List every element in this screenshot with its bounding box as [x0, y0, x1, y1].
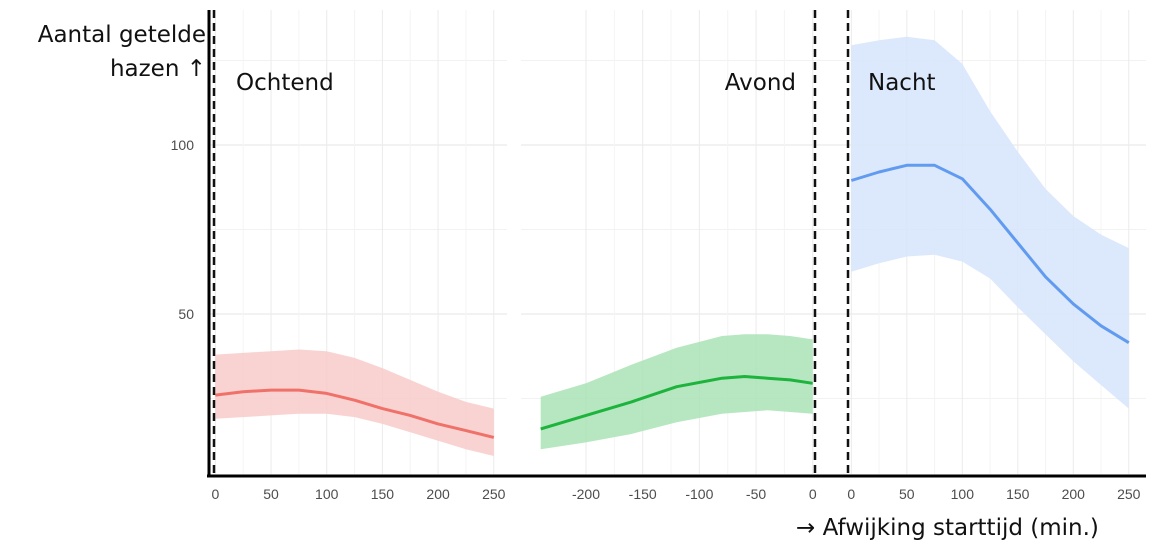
panel-label-ochtend: Ochtend: [236, 70, 334, 96]
x-axis-label: → Afwijking starttijd (min.): [796, 515, 1099, 541]
x-tick-label: 0: [809, 486, 817, 502]
panel-label-avond: Avond: [725, 70, 796, 96]
x-tick-label: 250: [482, 486, 506, 502]
series-line-ochtend: [215, 388, 495, 439]
y-axis-label-line-2: hazen ↑: [109, 56, 206, 82]
x-tick-label: 250: [1117, 486, 1141, 502]
y-tick-labels: 50 100: [171, 137, 195, 322]
x-tick-labels: 0 50 100 150 200 250 -200 -150 -100 -50 0 0 50 100 150…: [211, 486, 1140, 502]
series-line-nacht: [850, 163, 1130, 344]
x-tick-label: -100: [685, 486, 713, 502]
x-tick-label: 200: [426, 486, 450, 502]
x-tick-label: 0: [847, 486, 855, 502]
x-tick-label: 0: [211, 486, 219, 502]
x-tick-label: 150: [1006, 486, 1030, 502]
confidence-band-nacht: [851, 36, 1129, 409]
confidence-bands: [215, 36, 1129, 456]
facet-gap: [507, 10, 521, 476]
y-tick-label: 100: [171, 137, 195, 153]
confidence-band-avond: [540, 334, 813, 450]
x-tick-label: 150: [371, 486, 395, 502]
x-tick-label: -200: [572, 486, 600, 502]
x-tick-label: -50: [746, 486, 766, 502]
y-axis-label-line-1: Aantal getelde: [37, 22, 206, 48]
x-tick-label: -150: [629, 486, 657, 502]
panel-label-nacht: Nacht: [868, 70, 936, 96]
panel-labels: Ochtend Avond Nacht: [236, 70, 936, 96]
x-tick-label: 50: [263, 486, 279, 502]
y-tick-label: 50: [178, 306, 194, 322]
x-tick-label: 100: [315, 486, 339, 502]
x-tick-label: 200: [1062, 486, 1086, 502]
confidence-band-ochtend: [215, 349, 494, 456]
x-tick-label: 100: [951, 486, 975, 502]
series-lines: [215, 163, 1130, 439]
y-axis-label: Aantal getelde hazen ↑: [0, 18, 206, 86]
x-tick-label: 50: [899, 486, 915, 502]
series-line-avond: [540, 375, 813, 431]
